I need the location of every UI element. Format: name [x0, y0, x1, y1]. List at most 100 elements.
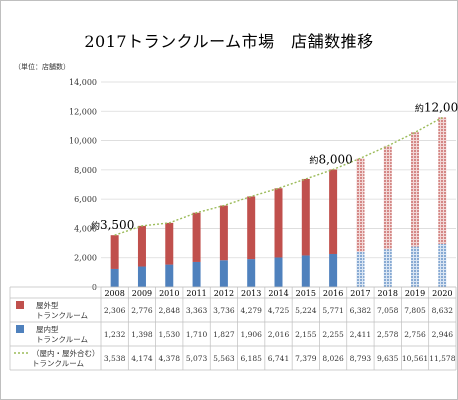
annotation-label: 約3,500 [91, 218, 134, 232]
data-label: 1,710 [186, 330, 208, 339]
legend-key [16, 301, 24, 309]
data-label: 4,174 [131, 354, 153, 363]
data-label: 5,771 [322, 306, 343, 315]
x-tick-label: 2019 [405, 289, 425, 298]
unit-label: （単位：店舗数） [14, 63, 70, 71]
bar-indoor [274, 257, 283, 287]
bar-outdoor [356, 158, 365, 252]
x-tick-label: 2012 [214, 289, 234, 298]
bar-indoor [165, 264, 174, 287]
data-label: 5,073 [186, 354, 208, 363]
y-tick-label: 2,000 [74, 254, 97, 263]
data-label: 5,563 [213, 354, 235, 363]
data-label: 2,848 [159, 306, 181, 315]
bar-outdoor [192, 212, 201, 262]
legend-label: 屋内型 [36, 324, 59, 334]
data-label: 6,382 [350, 306, 372, 315]
data-label: 2,155 [295, 330, 317, 339]
data-label: 1,398 [131, 330, 153, 339]
data-label: 2,578 [377, 330, 399, 339]
data-label: 2,306 [104, 306, 126, 315]
chart-title: 2017トランクルーム市場 店舗数推移 [84, 32, 374, 51]
data-label: 8,026 [322, 354, 344, 363]
bar-outdoor [301, 178, 310, 256]
data-label: 10,561 [402, 354, 428, 363]
bar-outdoor [247, 196, 256, 260]
bar-indoor [438, 243, 447, 287]
data-label: 4,378 [159, 354, 181, 363]
x-tick-label: 2008 [104, 289, 124, 298]
bar-indoor [411, 246, 420, 287]
bar-indoor [137, 266, 146, 287]
data-label: 9,635 [377, 354, 399, 363]
data-label: 6,741 [268, 354, 289, 363]
x-tick-label: 2020 [432, 289, 452, 298]
data-label: 3,363 [186, 306, 208, 315]
y-tick-label: 6,000 [74, 195, 97, 204]
x-tick-label: 2009 [132, 289, 152, 298]
bar-outdoor [165, 222, 174, 265]
bar-outdoor [219, 205, 228, 261]
x-tick-label: 2013 [241, 289, 261, 298]
legend-label: 屋外型 [36, 300, 59, 310]
data-label: 5,224 [295, 306, 317, 315]
bar-indoor [329, 253, 338, 287]
data-label: 7,379 [295, 354, 317, 363]
annotation-label: 約8,000 [309, 152, 352, 166]
data-label: 11,578 [429, 354, 455, 363]
legend-label: トランクルーム [32, 359, 84, 368]
legend-label: トランクルーム [36, 335, 88, 344]
y-tick-label: 10,000 [69, 137, 97, 146]
bar-indoor [301, 255, 310, 287]
data-label: 2,946 [432, 330, 454, 339]
data-label: 1,530 [159, 330, 181, 339]
x-tick-label: 2017 [350, 289, 370, 298]
data-label: 2,255 [322, 330, 344, 339]
bar-indoor [110, 268, 119, 287]
x-tick-label: 2015 [296, 289, 316, 298]
bar-indoor [247, 259, 256, 287]
data-label: 2,016 [268, 330, 290, 339]
data-label: 4,725 [268, 306, 290, 315]
bar-outdoor [274, 188, 283, 258]
data-label: 7,805 [404, 306, 426, 315]
data-label: 6,185 [240, 354, 262, 363]
bar-outdoor [438, 117, 447, 244]
legend-label: トランクルーム [36, 311, 88, 320]
annotation-label: 約12,000 [415, 100, 458, 114]
data-label: 8,793 [350, 354, 372, 363]
x-tick-label: 2010 [159, 289, 179, 298]
x-tick-label: 2014 [268, 289, 288, 298]
bar-indoor [383, 249, 392, 287]
data-label: 2,756 [404, 330, 426, 339]
data-label: 1,906 [240, 330, 262, 339]
data-label: 4,279 [240, 306, 262, 315]
y-tick-label: 12,000 [69, 107, 97, 116]
bar-outdoor [411, 132, 420, 247]
x-tick-label: 2016 [323, 289, 343, 298]
data-label: 3,736 [213, 306, 235, 315]
bar-indoor [219, 260, 228, 287]
data-label: 8,632 [432, 306, 454, 315]
x-tick-label: 2018 [378, 289, 398, 298]
y-tick-label: 4,000 [74, 224, 97, 233]
bar-indoor [192, 261, 201, 287]
data-label: 1,232 [104, 330, 126, 339]
bar-outdoor [383, 145, 392, 250]
series-line-total [114, 116, 443, 236]
data-label: 2,411 [350, 330, 371, 339]
data-label: 3,538 [104, 354, 126, 363]
data-label: 7,058 [377, 306, 399, 315]
x-tick-label: 2011 [186, 289, 206, 298]
data-label: 1,827 [213, 330, 235, 339]
legend-key [16, 325, 24, 333]
bar-outdoor [329, 169, 338, 254]
bar-outdoor [110, 235, 119, 269]
legend-label: （屋内・屋外合む） [32, 348, 100, 358]
bar-outdoor [137, 225, 146, 267]
data-label: 2,776 [131, 306, 153, 315]
y-tick-label: 8,000 [74, 166, 97, 175]
bar-indoor [356, 251, 365, 287]
y-tick-label: 14,000 [69, 78, 97, 87]
